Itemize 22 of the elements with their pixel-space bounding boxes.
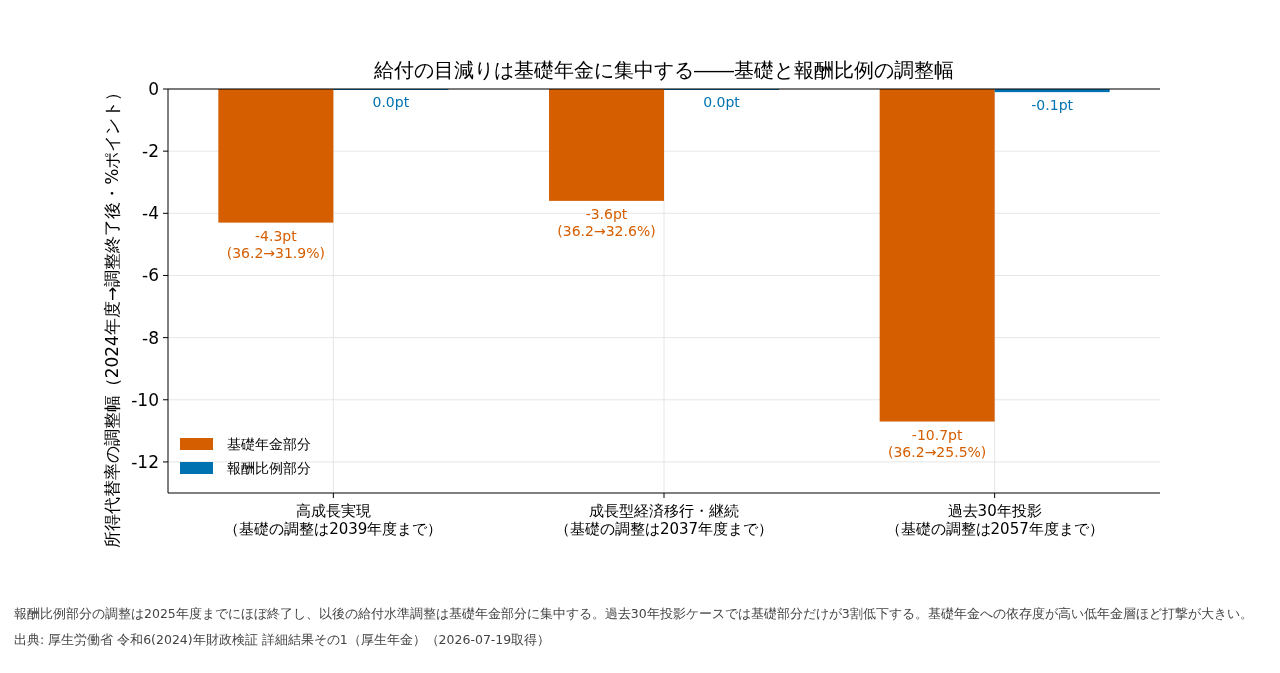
legend-label: 基礎年金部分 [227,435,311,452]
y-tick-label: -10 [131,389,159,410]
data-label: -4.3pt (36.2→31.9%) [226,227,325,261]
y-tick-label: -8 [142,327,159,348]
data-label: 0.0pt [372,94,410,110]
legend-label: 報酬比例部分 [227,459,311,476]
chart-title: 給付の目減りは基礎年金に集中する――基礎と報酬比例の調整幅 [373,58,954,82]
x-tick-label: 成長型経済移行・継続（基礎の調整は2037年度まで） [554,502,774,538]
text: 報酬比例部分の調整は2025年度までにほぼ終了し、以後の給付水準調整は基礎年金部分に集中する。過去30年投影ケースでは基礎部分だけが3割低下する。基礎年金への依存度が高い低年金層ほど打撃が大きい。 [14,606,1253,621]
data-label: 0.0pt [703,94,741,110]
y-tick-label: -6 [142,265,159,286]
y-tick-label: -2 [142,141,159,162]
x-tick-label: 高成長実現（基礎の調整は2039年度まで） [224,502,443,538]
data-label: -3.6pt (36.2→32.6%) [557,205,656,239]
data-label: -0.1pt [1031,97,1074,114]
data-label: -10.7pt (36.2→25.5%) [888,426,987,460]
y-tick-label: -12 [131,451,159,472]
y-tick-label: -4 [142,203,159,224]
x-tick-label: 過去30年投影（基礎の調整は2057年度まで） [885,502,1104,538]
source-note: 出典: 厚生労働省 令和6(2024)年財政検証 詳細結果その1（厚生年金）（2026-07-19取得） [14,632,551,647]
y-tick-label: 0 [148,78,159,99]
y-axis-title: 所得代替率の調整幅（2024年度→調整終了後・%ポイント） [102,83,122,549]
